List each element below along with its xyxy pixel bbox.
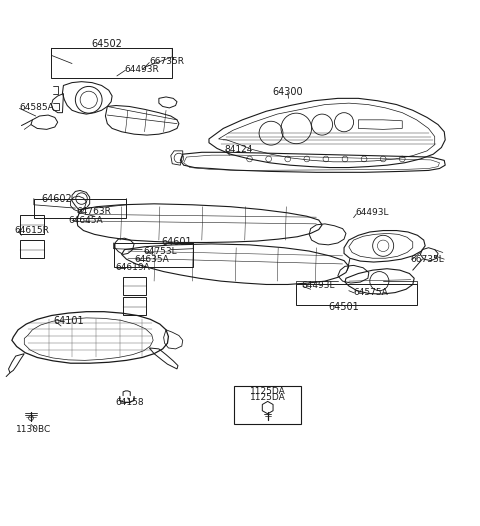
Text: 64101: 64101: [53, 316, 84, 326]
Text: 64158: 64158: [115, 398, 144, 407]
Text: 64619A: 64619A: [115, 264, 150, 272]
Text: 64493L: 64493L: [356, 208, 389, 217]
Text: 64645A: 64645A: [68, 216, 103, 225]
Text: 66735R: 66735R: [149, 57, 184, 66]
Text: 64575A: 64575A: [354, 288, 388, 297]
Text: 64493L: 64493L: [301, 281, 335, 290]
Text: 64753L: 64753L: [144, 247, 177, 256]
Text: 64615R: 64615R: [15, 226, 49, 235]
Text: 64601: 64601: [162, 237, 192, 247]
Text: 1125DA: 1125DA: [250, 393, 286, 402]
Text: 64502: 64502: [91, 39, 122, 49]
Text: 64501: 64501: [329, 302, 360, 312]
Text: 1125DA: 1125DA: [250, 387, 286, 397]
Text: 64602: 64602: [41, 194, 72, 204]
Text: 64763R: 64763R: [77, 207, 112, 216]
Text: 64493R: 64493R: [124, 65, 159, 74]
Text: 66735L: 66735L: [411, 255, 444, 264]
Text: 64300: 64300: [273, 87, 303, 97]
Text: 64585A: 64585A: [20, 104, 54, 113]
Text: 64635A: 64635A: [134, 255, 169, 264]
Text: 1130BC: 1130BC: [16, 424, 51, 433]
Text: 84124: 84124: [225, 145, 253, 154]
